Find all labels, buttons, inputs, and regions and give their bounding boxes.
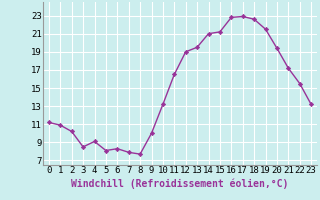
X-axis label: Windchill (Refroidissement éolien,°C): Windchill (Refroidissement éolien,°C) xyxy=(71,178,289,189)
